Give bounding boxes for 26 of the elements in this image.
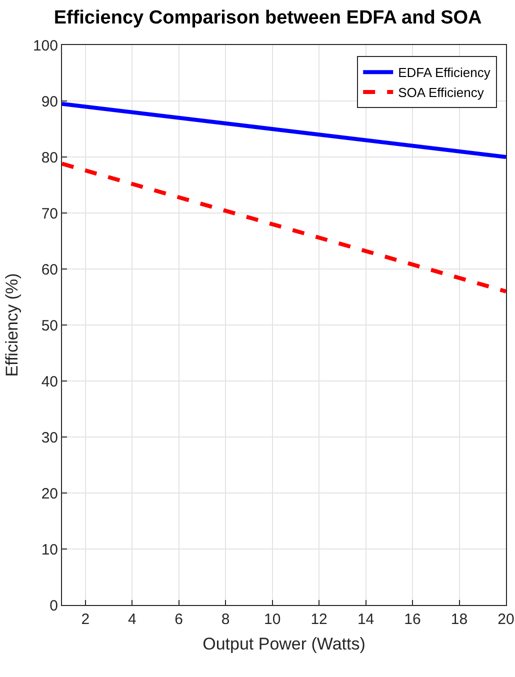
y-tick-label: 80	[41, 149, 58, 166]
y-tick-label: 90	[41, 93, 58, 110]
y-tick-label: 40	[41, 373, 58, 390]
y-tick-label: 0	[50, 597, 58, 614]
x-tick-label: 18	[450, 611, 468, 628]
y-tick-label: 20	[41, 485, 58, 502]
x-tick-label: 10	[264, 611, 281, 628]
x-tick-label: 14	[357, 611, 374, 628]
x-tick-label: 16	[404, 611, 421, 628]
y-tick-label: 100	[32, 37, 58, 54]
x-tick-label: 20	[498, 611, 514, 628]
x-tick-label: 6	[174, 611, 184, 628]
x-tick-label: 4	[128, 611, 136, 628]
y-tick-label: 70	[41, 205, 58, 222]
y-tick-label: 10	[41, 541, 58, 558]
x-tick-label: 12	[310, 611, 328, 628]
y-tick-label: 30	[41, 429, 58, 446]
x-tick-label: 2	[81, 611, 90, 628]
x-axis-title: Output Power (Watts)	[202, 634, 366, 654]
x-tick-label: 8	[221, 611, 230, 628]
y-tick-label: 50	[41, 317, 58, 334]
y-axis-title: Efficiency (%)	[2, 273, 22, 377]
chart-title: Efficiency Comparison between EDFA and SOA	[54, 7, 482, 28]
y-tick-label: 60	[41, 261, 58, 278]
legend-label: SOA Efficiency	[398, 85, 484, 100]
legend-label: EDFA Efficiency	[398, 65, 491, 80]
